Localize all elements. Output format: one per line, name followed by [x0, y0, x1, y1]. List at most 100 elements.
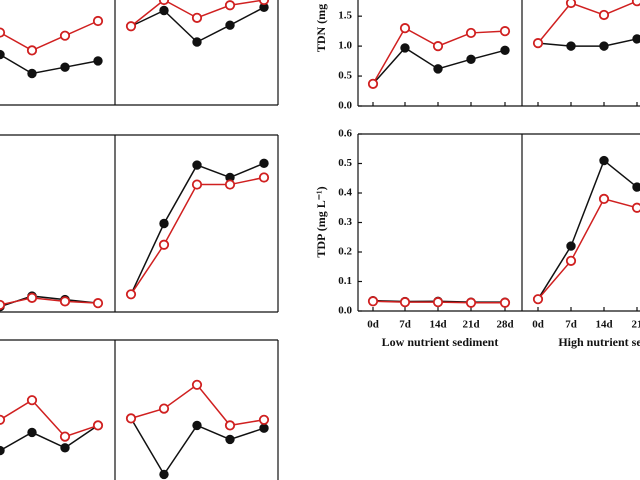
y-axis-title: TDP (mg L⁻¹) [314, 186, 328, 257]
data-point [465, 297, 477, 308]
y-tick-label: 0.0 [338, 100, 352, 112]
data-point [598, 9, 610, 21]
series-line [537, 159, 638, 300]
data-point [225, 434, 235, 445]
data-point [566, 41, 576, 51]
data-point [26, 395, 38, 406]
data-point [0, 27, 6, 38]
data-point [632, 182, 640, 192]
data-point [532, 294, 544, 305]
group-label: Low nutrient sediment [382, 335, 499, 349]
data-point [92, 420, 104, 431]
data-point [0, 49, 5, 60]
series-line [0, 424, 99, 452]
data-point [59, 431, 71, 442]
y-axis-title: TDN (mg [314, 4, 328, 52]
y-tick-label: 1.0 [338, 40, 352, 52]
data-point [499, 26, 511, 37]
y-tick-label: 0.5 [338, 70, 352, 82]
data-point [399, 23, 411, 34]
series-line [0, 20, 99, 52]
data-point [598, 193, 610, 204]
data-point [191, 12, 203, 23]
x-tick-label: 7d [399, 319, 411, 331]
x-tick-label: 7d [565, 319, 577, 331]
series-line [130, 6, 265, 43]
data-point [433, 64, 443, 74]
data-point [159, 5, 169, 16]
y-tick-label: 0.3 [338, 216, 352, 228]
data-point [632, 34, 640, 44]
data-point [565, 0, 577, 9]
series-line [130, 176, 265, 295]
y-tick-label: 0.4 [338, 187, 352, 199]
series-line [0, 53, 99, 75]
data-point [499, 297, 511, 308]
data-point [0, 299, 6, 311]
data-point [224, 179, 236, 190]
group-label: High nutrient se [558, 335, 640, 349]
data-point [59, 30, 71, 41]
data-point [191, 179, 203, 190]
data-point [92, 298, 104, 309]
data-point [192, 37, 202, 47]
data-point [192, 420, 202, 431]
data-point [566, 241, 576, 251]
y-tick-label: 0.5 [338, 157, 352, 169]
y-tick-label: 0.1 [338, 275, 352, 287]
y-tick-label: 0.2 [338, 246, 352, 258]
x-tick-label: 21 [632, 319, 640, 331]
y-tick-label: 0.0 [338, 305, 352, 317]
data-point [27, 68, 37, 79]
data-point [158, 403, 170, 414]
x-tick-label: 0d [532, 319, 544, 331]
data-point [125, 289, 137, 300]
data-point [631, 202, 640, 213]
data-point [159, 469, 169, 480]
data-point [367, 78, 379, 89]
data-point [224, 0, 236, 11]
data-point [158, 239, 170, 250]
data-point [565, 255, 577, 266]
data-point [367, 296, 379, 307]
x-tick-label: 21d [462, 319, 479, 331]
data-point [631, 0, 640, 7]
data-point [60, 62, 70, 72]
series-line [537, 38, 638, 47]
data-point [27, 427, 37, 438]
data-point [432, 297, 444, 308]
x-tick-label: 14d [429, 319, 446, 331]
data-point [93, 56, 103, 66]
data-point [92, 15, 104, 27]
data-point [125, 21, 137, 32]
data-point [259, 158, 269, 169]
data-point [258, 172, 270, 183]
data-point [399, 297, 411, 308]
data-point [532, 38, 544, 49]
data-point [466, 54, 476, 64]
data-point [26, 292, 38, 303]
data-point [59, 296, 71, 307]
data-point [259, 423, 269, 433]
data-point [125, 413, 137, 424]
data-point [192, 160, 202, 170]
series-line [0, 399, 99, 438]
data-point [465, 27, 477, 39]
data-point [258, 0, 270, 6]
x-tick-label: 14d [595, 319, 612, 331]
data-point [60, 443, 70, 453]
series-line [537, 198, 638, 300]
data-point [225, 20, 235, 30]
data-point [599, 155, 609, 166]
data-point [400, 43, 410, 53]
data-point [432, 41, 444, 52]
data-point [500, 45, 510, 56]
data-point [224, 420, 236, 431]
data-point [158, 0, 170, 6]
x-tick-label: 0d [367, 319, 379, 331]
data-point [26, 45, 38, 56]
data-point [0, 445, 5, 456]
y-tick-label: 1.5 [338, 10, 352, 22]
data-point [0, 414, 6, 425]
